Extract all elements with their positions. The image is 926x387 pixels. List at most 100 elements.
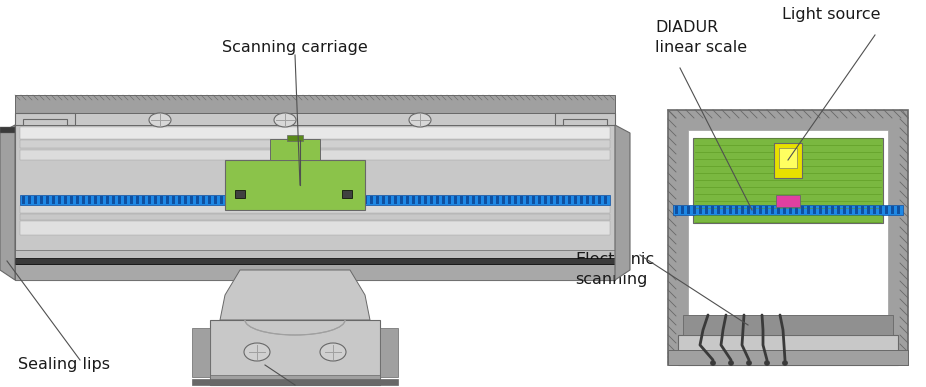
Text: Light source: Light source [782, 7, 880, 22]
Bar [460, 196, 463, 204]
Bar [340, 196, 343, 204]
Bar [442, 196, 445, 204]
Bar [118, 196, 121, 204]
Text: Electronic
scanning: Electronic scanning [575, 252, 654, 287]
Bar [192, 379, 398, 385]
Bar [801, 206, 804, 214]
Text: Scanning carriage: Scanning carriage [222, 40, 368, 55]
Bar [668, 110, 908, 365]
Bar [262, 196, 265, 204]
Bar [298, 196, 301, 204]
Bar [210, 375, 380, 385]
Bar [789, 206, 792, 214]
Bar [544, 196, 547, 204]
Bar [15, 95, 615, 113]
Bar [418, 196, 421, 204]
Bar [753, 206, 756, 214]
Bar [172, 196, 175, 204]
Text: DIADUR
linear scale: DIADUR linear scale [655, 20, 747, 55]
Bar [20, 150, 610, 160]
Bar [779, 148, 797, 168]
Bar [687, 206, 690, 214]
Bar [693, 206, 696, 214]
Bar [202, 196, 205, 204]
Bar [0, 127, 15, 133]
Bar [879, 206, 882, 214]
Bar [466, 196, 469, 204]
Bar [15, 264, 615, 280]
Bar [514, 196, 517, 204]
Bar [220, 196, 223, 204]
Bar [776, 195, 800, 207]
Bar [454, 196, 457, 204]
Bar [771, 206, 774, 214]
Bar [574, 196, 577, 204]
Bar [184, 196, 187, 204]
Bar [765, 206, 768, 214]
Bar [250, 196, 253, 204]
Bar [598, 196, 601, 204]
Bar [370, 196, 373, 204]
Text: Mounting block: Mounting block [195, 360, 319, 375]
Bar [382, 196, 385, 204]
Bar [508, 196, 511, 204]
Bar [484, 196, 487, 204]
Bar [154, 196, 157, 204]
Bar [885, 206, 888, 214]
Bar [777, 206, 780, 214]
Bar [226, 196, 229, 204]
Bar [604, 196, 607, 204]
Polygon shape [0, 125, 15, 280]
Bar [15, 250, 615, 262]
Bar [825, 206, 828, 214]
Bar [124, 196, 127, 204]
Bar [46, 196, 49, 204]
Bar [502, 196, 505, 204]
Bar [394, 196, 397, 204]
Bar [358, 196, 361, 204]
Bar [683, 315, 893, 335]
Bar [478, 196, 481, 204]
Bar [807, 206, 810, 214]
Bar [20, 195, 610, 205]
Bar [100, 196, 103, 204]
Bar [287, 135, 303, 141]
Bar [346, 196, 349, 204]
Bar [20, 140, 610, 148]
Bar [400, 196, 403, 204]
Bar [592, 196, 595, 204]
Bar [88, 196, 91, 204]
Bar [208, 196, 211, 204]
Bar [774, 143, 802, 178]
Bar [699, 206, 702, 214]
Bar [490, 196, 493, 204]
Bar [280, 196, 283, 204]
Bar [268, 196, 271, 204]
Bar [334, 196, 337, 204]
Bar [15, 125, 615, 280]
Bar [723, 206, 726, 214]
Bar [843, 206, 846, 214]
Bar [430, 196, 433, 204]
Bar [675, 206, 678, 214]
Bar [813, 206, 816, 214]
Bar [256, 196, 259, 204]
Ellipse shape [244, 343, 270, 361]
Ellipse shape [729, 361, 733, 365]
Bar [235, 190, 245, 198]
Bar [270, 139, 320, 160]
Bar [586, 196, 589, 204]
Bar [681, 206, 684, 214]
Bar [190, 196, 193, 204]
Polygon shape [15, 113, 75, 125]
Bar [210, 320, 380, 385]
Bar [526, 196, 529, 204]
Bar [448, 196, 451, 204]
Bar [424, 196, 427, 204]
Bar [705, 206, 708, 214]
Bar [15, 113, 615, 125]
Bar [819, 206, 822, 214]
Bar [496, 196, 499, 204]
Bar [747, 206, 750, 214]
Bar [328, 196, 331, 204]
